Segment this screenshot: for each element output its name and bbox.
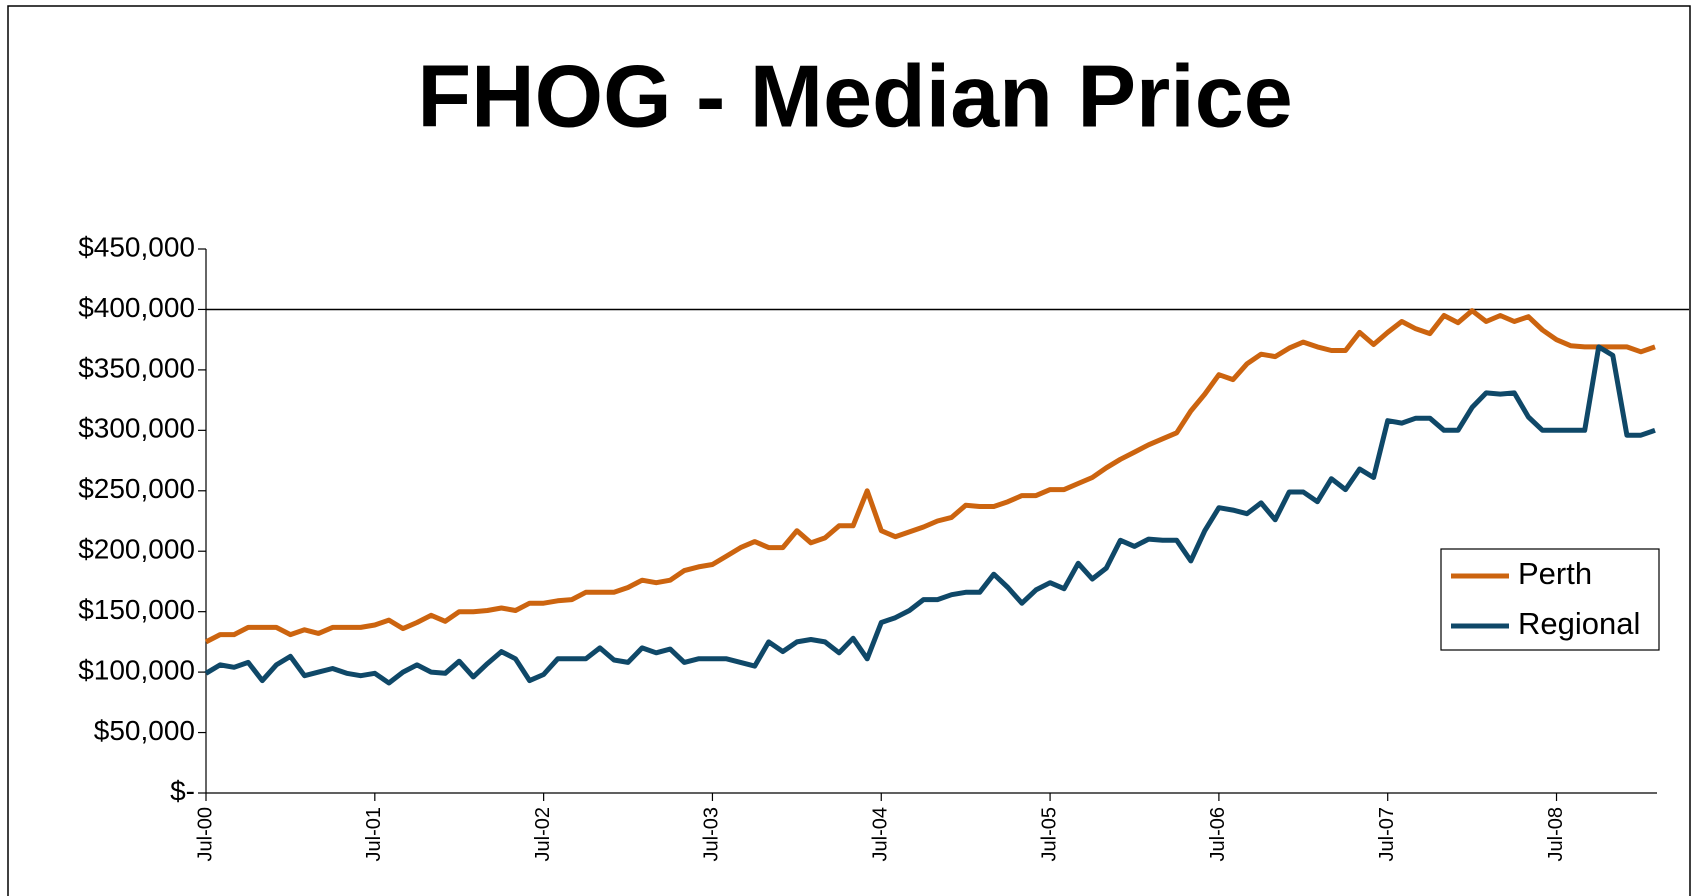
x-tick-label: Jul-05 [1038,807,1060,861]
x-tick-label: Jul-07 [1376,807,1398,861]
chart-frame [7,5,1691,896]
y-tick-label: $250,000 [78,473,195,504]
y-tick-label: $400,000 [78,292,195,323]
series-line [204,344,1656,686]
x-tick-label: Jul-08 [1545,807,1567,861]
series-line [204,308,1656,645]
x-tick-label: Jul-02 [532,807,554,861]
y-tick-label: $- [170,775,195,806]
legend-label: Regional [1518,606,1640,641]
chart-title: FHOG - Median Price [417,46,1292,145]
y-tick-label: $50,000 [94,715,195,746]
x-tick-label: Jul-00 [194,807,216,861]
x-tick-label: Jul-06 [1207,807,1229,861]
y-tick-label: $200,000 [78,534,195,565]
y-tick-label: $150,000 [78,594,195,625]
x-tick-label: Jul-03 [701,807,723,861]
x-tick-label: Jul-04 [870,807,892,861]
y-tick-label: $100,000 [78,655,195,686]
x-tick-label: Jul-01 [363,807,385,861]
y-tick-label: $350,000 [78,352,195,383]
y-tick-label: $450,000 [78,231,195,262]
y-tick-label: $300,000 [78,413,195,444]
legend-label: Perth [1518,556,1592,591]
legend-box [1440,548,1660,651]
